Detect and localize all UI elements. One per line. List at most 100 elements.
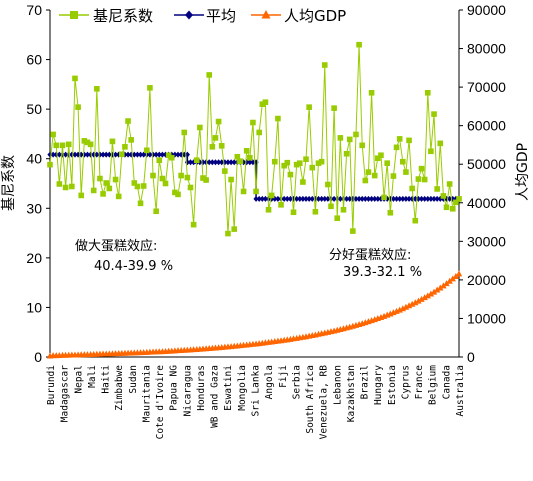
average-point [87,151,94,158]
category-label: Hungary [373,365,384,405]
gini-point [106,185,113,192]
average-point [63,151,69,158]
category-label: Nicaragua [182,365,193,416]
average-point [378,195,384,202]
gini-point [343,150,350,157]
legend-label: 人均GDP [284,7,346,25]
gdp-point [455,270,463,277]
average-point [440,195,446,202]
gini-point [293,161,300,168]
y-tick-label: 10 [26,299,42,315]
gini-point [443,204,450,211]
gdp-point [421,294,428,301]
gini-point [418,165,425,172]
gini-point [387,209,394,216]
gdp-point [446,277,453,284]
average-point [319,195,325,202]
category-label: South Africa [305,365,316,434]
gini-point [393,144,400,151]
legend-triangle-marker [261,10,271,19]
y2-tick-label: 90000 [467,2,506,18]
average-point [428,195,434,202]
average-point [256,195,262,202]
gini-point [300,179,306,185]
category-label: Eswatini [223,365,234,411]
average-point [353,195,359,202]
gini-point [225,230,231,237]
average-point [393,195,400,202]
axes: 0 10 20 30 40 50 60 70 0 10000 20000 30000 40000 5000… [0,2,531,365]
gini-point [59,142,66,149]
category-label: Australia [455,365,466,416]
average-point [297,195,303,202]
gini-point [175,191,181,198]
average-point [425,195,431,202]
gdp-point [430,288,438,295]
gini-point [150,172,156,179]
category-label: Sri Lanka [251,365,262,416]
gini-point [206,72,213,78]
y2-axis-title: 人均GDP [515,143,531,201]
gini-point [128,137,134,143]
gini-point [412,217,419,224]
gini-point [415,176,422,182]
average-point [325,195,331,202]
gini-point [90,187,97,194]
gini-point [325,181,331,188]
gdp-point [440,282,447,289]
gini-point [303,156,309,163]
annotation-value: 39.3-32.1 % [343,265,422,280]
series-gini-coefficient [47,41,462,237]
gini-point [434,186,440,192]
gini-point [440,193,447,199]
gini-point [69,183,75,190]
gini-point [243,147,250,154]
gdp-point [408,300,416,307]
gini-line [49,44,460,234]
average-point [356,195,362,202]
average-point [412,195,418,202]
gini-point [153,208,159,215]
gini-point [375,155,381,162]
gini-point [409,185,415,192]
gini-point [125,118,131,124]
gini-point [203,177,209,183]
gini-point [396,136,403,142]
category-label: Serbia [291,365,302,399]
y2-tick-label: 60000 [467,118,506,134]
y-tick-label: 60 [26,52,42,68]
gini-point [200,175,206,181]
gini-point [65,141,72,148]
annotations: 做大蛋糕效应: 40.4-39.9 % 分好蛋糕效应: 39.3-32.1 % [75,238,422,280]
average-point [303,195,309,202]
gini-point [315,160,322,166]
average-point [300,195,306,202]
average-point [284,195,290,202]
gini-point [284,159,291,166]
gini-point [406,137,412,144]
average-point [344,195,350,202]
y2-tick-label: 30000 [467,233,506,249]
average-point [431,195,437,202]
gini-point [159,175,166,182]
legend-item: 基尼系数 [59,7,153,25]
gini-point [190,221,197,228]
y-axis-title: 基尼系数 [0,155,17,211]
gini-point [421,176,428,183]
average-point [131,151,137,158]
y-tick-label: 50 [26,101,42,117]
gini-point [156,157,163,164]
category-label: Zimbabwe [114,365,125,411]
average-point [50,151,56,158]
gdp-point [443,280,450,287]
category-label: Angola [264,365,275,399]
y2-tick-label: 40000 [467,195,506,211]
series-gdp-per-capita [46,270,463,359]
gini-point [321,62,328,68]
gini-point [331,105,337,111]
gini-point [359,142,366,149]
gini-point [143,147,150,154]
average-point [231,159,237,166]
category-label: Venezuela, RB [319,365,330,440]
